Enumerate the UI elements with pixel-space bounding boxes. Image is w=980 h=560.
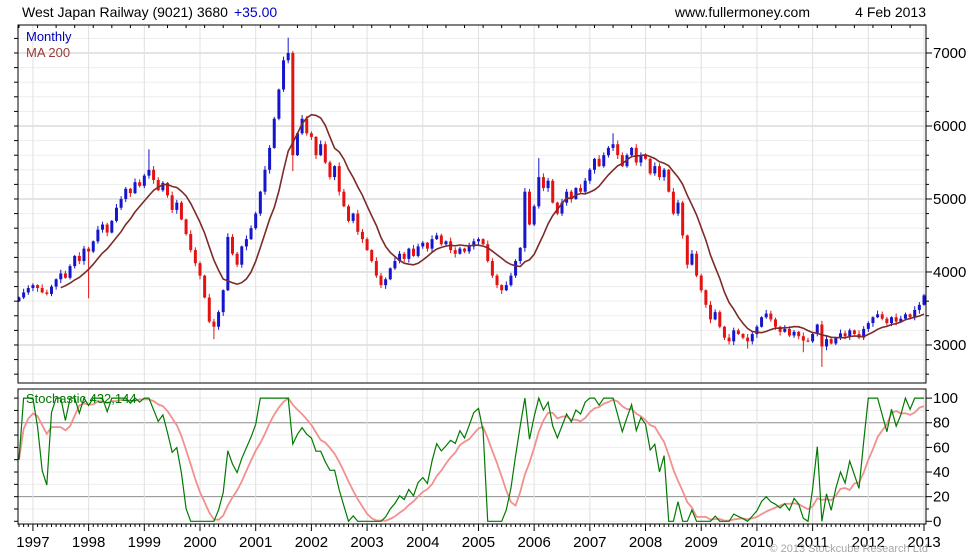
main-panel-frame: [17, 24, 927, 384]
site-text: www.fullermoney.com: [674, 4, 810, 20]
candlesticks: [17, 37, 926, 367]
x-axis-year-label: 2009: [685, 534, 718, 551]
x-axis-year-label: 2005: [462, 534, 495, 551]
axis-ticks: [14, 25, 932, 531]
ma-label: MA 200: [26, 45, 71, 60]
chart-date: 4 Feb 2013: [855, 4, 926, 20]
instrument-name-price: West Japan Railway (9021) 3680: [22, 4, 228, 20]
y-axis-label: 6000: [933, 118, 966, 135]
price-change: +35.00: [233, 4, 278, 20]
stoch-k-line: [18, 396, 924, 523]
x-axis-year-label: 2007: [573, 534, 606, 551]
x-axis-year-label: 2003: [350, 534, 383, 551]
x-axis-year-label: 2013: [907, 534, 940, 551]
x-axis-year-label: 1998: [72, 534, 105, 551]
stoch-axis-label: 0: [933, 513, 941, 530]
stoch-panel-frame: [17, 388, 927, 525]
x-axis-year-label: 2008: [629, 534, 662, 551]
x-axis-year-label: 2010: [740, 534, 773, 551]
stoch-axis-label: 100: [933, 390, 958, 407]
x-axis-year-label: 2012: [852, 534, 885, 551]
timeframe-label: Monthly: [26, 29, 72, 44]
y-axis-label: 7000: [933, 45, 966, 62]
x-axis-year-label: 2011: [796, 534, 828, 551]
axis-labels: 7000 6000 5000 4000 3000 100 80 60 40 20 0 1997 1998…: [16, 45, 966, 551]
copyright: © 2013 Stockcube Research Ltd: [769, 543, 928, 555]
stoch-axis-label: 20: [933, 489, 950, 506]
stoch-axis-label: 40: [933, 464, 950, 481]
stoch-axis-label: 80: [933, 415, 950, 432]
x-axis-year-label: 2001: [239, 534, 272, 551]
gridlines: [18, 25, 926, 524]
ma-line: [60, 113, 925, 339]
x-axis-year-label: 1999: [128, 534, 161, 551]
x-axis-year-label: 2006: [517, 534, 550, 551]
x-axis-year-label: 2000: [183, 534, 216, 551]
x-axis-year-label: 1997: [16, 534, 49, 551]
instrument-title: West Japan Railway (9021) 3680 +35.00: [22, 4, 277, 20]
x-axis-year-label: 2004: [406, 534, 439, 551]
stoch-axis-label: 60: [933, 439, 950, 456]
stochastic-label: Stochastic 432,144: [26, 391, 137, 406]
x-axis-year-label: 2002: [295, 534, 328, 551]
y-axis-label: 5000: [933, 191, 966, 208]
y-axis-label: 4000: [933, 264, 966, 281]
y-axis-label: 3000: [933, 337, 966, 354]
stoch-d-line: [18, 396, 925, 522]
